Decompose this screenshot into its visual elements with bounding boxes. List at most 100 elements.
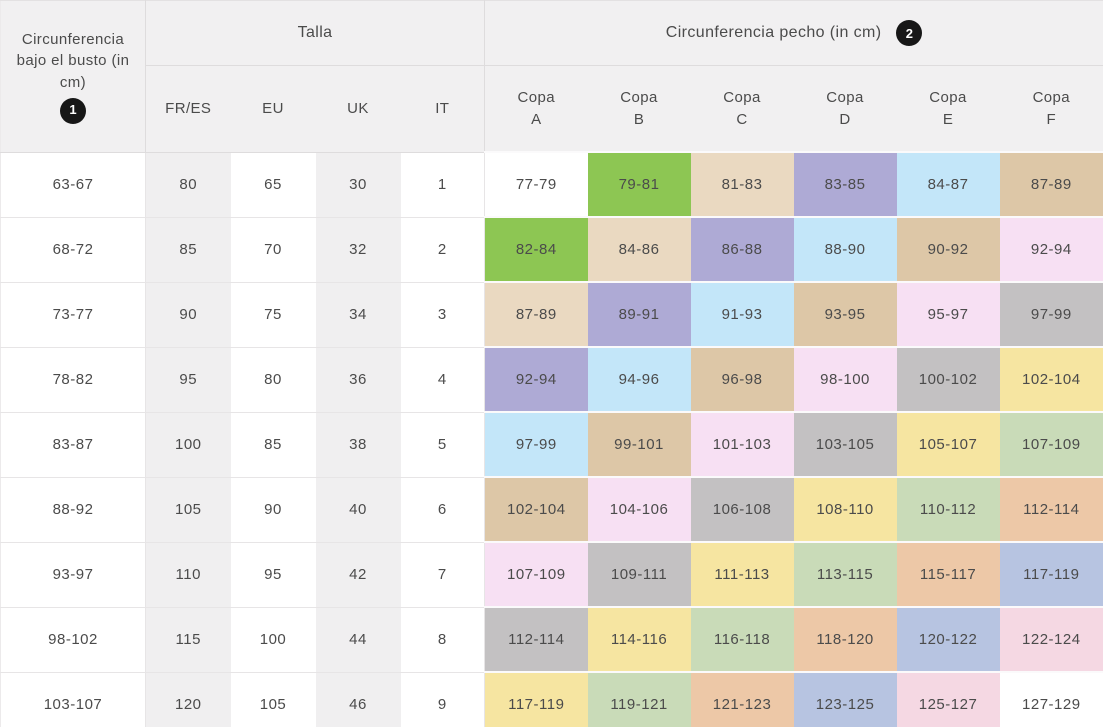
talla-uk-value: 32 <box>315 216 401 282</box>
pecho-group-header: Circunferencia pecho (in cm) 2 <box>484 0 1103 66</box>
cup-range-cell: 84-87 <box>896 151 1000 217</box>
cup-range-cell: 88-90 <box>793 216 897 282</box>
talla-fr-es-value: 120 <box>145 671 231 727</box>
cup-range-cell: 101-103 <box>690 411 794 477</box>
talla-group-header: Talla <box>145 0 486 66</box>
cup-range-cell: 93-95 <box>793 281 897 347</box>
copa-letter: D <box>839 110 851 128</box>
copa-letter: E <box>942 110 954 128</box>
talla-it-value: 6 <box>400 476 485 542</box>
cup-range-cell: 96-98 <box>690 346 794 412</box>
cup-range-cell: 108-110 <box>793 476 897 542</box>
talla-eu-value: 100 <box>230 606 316 672</box>
table-row: 83-87 100 85 38 5 97-99 99-101 101-103 103-105 10… <box>0 411 1103 477</box>
cup-range-cell: 83-85 <box>793 151 897 217</box>
cup-range-cell: 119-121 <box>587 671 691 727</box>
cup-range-cell: 90-92 <box>896 216 1000 282</box>
cup-range-cell: 89-91 <box>587 281 691 347</box>
column-header-it: IT <box>400 65 486 153</box>
table-row: 78-82 95 80 36 4 92-94 94-96 96-98 98-100 100-102… <box>0 346 1103 412</box>
talla-group-label: Talla <box>297 24 333 41</box>
cup-range-cell: 100-102 <box>896 346 1000 412</box>
copa-word: Copa <box>826 88 864 106</box>
cup-range-cell: 107-109 <box>999 411 1103 477</box>
cup-range-cell: 97-99 <box>999 281 1103 347</box>
cup-range-cell: 94-96 <box>587 346 691 412</box>
talla-it-value: 8 <box>400 606 485 672</box>
table-row: 68-72 85 70 32 2 82-84 84-86 86-88 88-90 90-92 92-… <box>0 216 1103 282</box>
cup-range-cell: 87-89 <box>999 151 1103 217</box>
copa-word: Copa <box>1032 88 1071 106</box>
cup-range-cell: 91-93 <box>690 281 794 347</box>
cup-range-cell: 121-123 <box>690 671 794 727</box>
table-row: 103-107 120 105 46 9 117-119 119-121 121-123 123… <box>0 671 1103 727</box>
underbust-range: 73-77 <box>0 281 146 347</box>
column-header-copa-a: Copa A <box>484 65 588 153</box>
cup-range-cell: 117-119 <box>999 541 1103 607</box>
copa-word: Copa <box>517 88 556 106</box>
talla-uk-value: 46 <box>315 671 401 727</box>
cup-range-cell: 115-117 <box>896 541 1000 607</box>
cup-range-cell: 106-108 <box>690 476 794 542</box>
talla-fr-es-value: 90 <box>145 281 231 347</box>
cup-range-cell: 107-109 <box>484 541 588 607</box>
copa-letter: F <box>1046 110 1057 128</box>
underbust-column-header: Circunferencia bajo el busto (in cm) 1 <box>0 0 146 153</box>
cup-range-cell: 110-112 <box>896 476 1000 542</box>
cup-range-cell: 127-129 <box>999 671 1103 727</box>
cup-range-cell: 97-99 <box>484 411 588 477</box>
badge-2: 2 <box>896 20 923 46</box>
talla-uk-value: 30 <box>315 151 401 217</box>
column-header-copa-d: Copa D <box>793 65 897 153</box>
underbust-range: 103-107 <box>0 671 146 727</box>
column-header-copa-b: Copa B <box>587 65 691 153</box>
cup-range-cell: 109-111 <box>587 541 691 607</box>
cup-range-cell: 125-127 <box>896 671 1000 727</box>
column-header-copa-c: Copa C <box>690 65 794 153</box>
talla-eu-value: 70 <box>230 216 316 282</box>
talla-uk-value: 42 <box>315 541 401 607</box>
underbust-range: 83-87 <box>0 411 146 477</box>
underbust-range: 78-82 <box>0 346 146 412</box>
talla-it-value: 4 <box>400 346 485 412</box>
talla-eu-value: 95 <box>230 541 316 607</box>
talla-eu-value: 80 <box>230 346 316 412</box>
cup-range-cell: 114-116 <box>587 606 691 672</box>
table-row: 73-77 90 75 34 3 87-89 89-91 91-93 93-95 95-97 97-… <box>0 281 1103 347</box>
table-row: 88-92 105 90 40 6 102-104 104-106 106-108 108-11… <box>0 476 1103 542</box>
table-row: 93-97 110 95 42 7 107-109 109-111 111-113 113-11… <box>0 541 1103 607</box>
copa-letter: B <box>633 110 645 128</box>
cup-range-cell: 77-79 <box>484 151 588 217</box>
talla-fr-es-value: 100 <box>145 411 231 477</box>
copa-letter: C <box>736 110 748 128</box>
cup-range-cell: 120-122 <box>896 606 1000 672</box>
cup-range-cell: 102-104 <box>999 346 1103 412</box>
cup-range-cell: 99-101 <box>587 411 691 477</box>
table-row: 98-102 115 100 44 8 112-114 114-116 116-118 118-… <box>0 606 1103 672</box>
talla-eu-value: 85 <box>230 411 316 477</box>
cup-range-cell: 79-81 <box>587 151 691 217</box>
cup-range-cell: 102-104 <box>484 476 588 542</box>
underbust-range: 98-102 <box>0 606 146 672</box>
talla-it-value: 9 <box>400 671 485 727</box>
talla-fr-es-value: 85 <box>145 216 231 282</box>
copa-word: Copa <box>620 88 658 106</box>
underbust-range: 93-97 <box>0 541 146 607</box>
cup-range-cell: 112-114 <box>999 476 1103 542</box>
cup-range-cell: 116-118 <box>690 606 794 672</box>
talla-eu-value: 65 <box>230 151 316 217</box>
pecho-group-label: Circunferencia pecho (in cm) <box>665 24 882 42</box>
talla-fr-es-value: 80 <box>145 151 231 217</box>
talla-it-value: 7 <box>400 541 485 607</box>
talla-eu-value: 75 <box>230 281 316 347</box>
talla-uk-value: 34 <box>315 281 401 347</box>
cup-range-cell: 92-94 <box>999 216 1103 282</box>
cup-range-cell: 111-113 <box>690 541 794 607</box>
talla-fr-es-value: 95 <box>145 346 231 412</box>
column-header-copa-f: Copa F <box>999 65 1103 153</box>
underbust-header-label: Circunferencia bajo el busto (in cm) <box>16 30 130 92</box>
talla-uk-value: 44 <box>315 606 401 672</box>
talla-uk-value: 38 <box>315 411 401 477</box>
cup-range-cell: 82-84 <box>484 216 588 282</box>
